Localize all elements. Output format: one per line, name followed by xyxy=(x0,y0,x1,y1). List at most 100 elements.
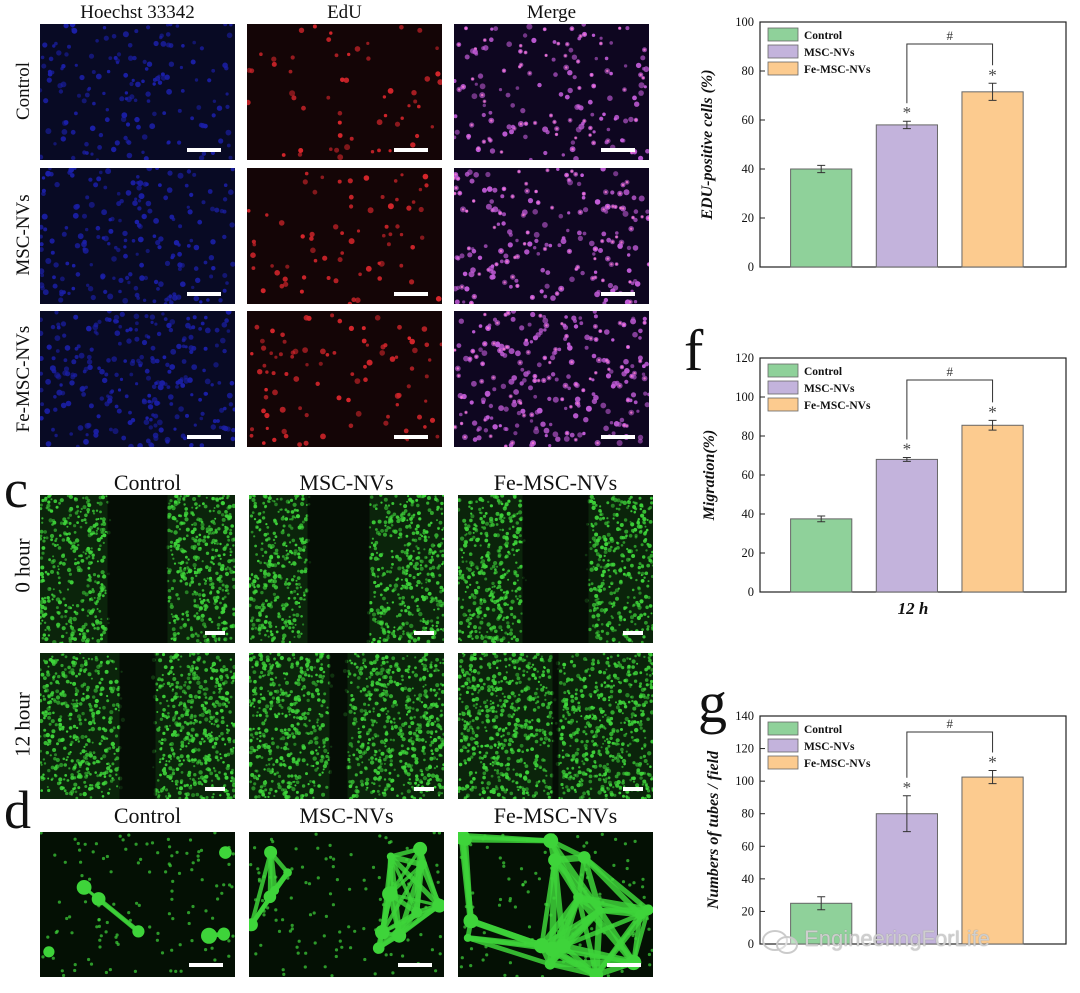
y-axis-label: Numbers of tubes / field xyxy=(705,750,722,910)
header-c-control: Control xyxy=(40,470,255,496)
legend-label: Fe-MSC-NVs xyxy=(804,400,871,412)
scale-bar xyxy=(187,292,221,296)
scale-bar xyxy=(623,787,643,791)
legend-swatch xyxy=(768,364,798,377)
y-tick-label: 80 xyxy=(742,807,755,821)
legend-swatch xyxy=(768,45,798,58)
tube-panel xyxy=(40,832,235,977)
scratch-panel xyxy=(40,653,235,799)
watermark-text: EngineeringForLife xyxy=(804,926,990,951)
y-tick-label: 20 xyxy=(742,546,755,560)
scratch-panel xyxy=(458,495,653,643)
y-tick-label: 20 xyxy=(742,211,755,225)
legend-swatch xyxy=(768,28,798,41)
fluor-panel xyxy=(40,311,235,447)
scale-bar xyxy=(607,963,641,967)
legend-label: Control xyxy=(804,366,842,378)
wechat-icon xyxy=(762,928,798,952)
scratch-panel xyxy=(249,653,444,799)
y-axis-label: Migration(%) xyxy=(701,430,718,522)
legend-swatch xyxy=(768,62,798,75)
header-d-control: Control xyxy=(40,803,255,829)
y-tick-label: 100 xyxy=(735,15,754,29)
y-tick-label: 120 xyxy=(735,742,754,756)
legend-label: MSC-NVs xyxy=(804,741,855,753)
bracket-symbol: # xyxy=(946,716,953,731)
row-label-fe: Fe-MSC-NVs xyxy=(13,319,35,439)
bar-control xyxy=(791,169,852,267)
legend-label: MSC-NVs xyxy=(804,383,855,395)
bar-fe xyxy=(962,92,1023,267)
fluor-panel xyxy=(247,311,442,447)
legend-label: Fe-MSC-NVs xyxy=(804,758,871,770)
bar-fe xyxy=(962,777,1023,944)
significance-star: * xyxy=(903,439,912,458)
y-tick-label: 60 xyxy=(742,468,755,482)
chart-letter: f xyxy=(684,322,704,383)
header-d-msc: MSC-NVs xyxy=(249,803,444,829)
header-hoechst: Hoechst 33342 xyxy=(40,2,235,24)
scale-bar xyxy=(205,631,225,635)
y-tick-label: 100 xyxy=(735,774,754,788)
legend-label: Control xyxy=(804,30,842,42)
row-label-control: Control xyxy=(13,46,35,136)
legend-label: MSC-NVs xyxy=(804,47,855,59)
header-merge: Merge xyxy=(454,2,649,24)
panel-letter-d: d xyxy=(4,783,31,837)
fluor-panel xyxy=(247,168,442,304)
y-tick-label: 0 xyxy=(748,937,754,951)
scale-bar xyxy=(414,631,434,635)
scratch-panel xyxy=(458,653,653,799)
scale-bar xyxy=(394,292,428,296)
legend-swatch xyxy=(768,739,798,752)
fluor-panel xyxy=(454,168,649,304)
scale-bar xyxy=(394,148,428,152)
y-tick-label: 20 xyxy=(742,904,755,918)
panel-letter-c: c xyxy=(4,462,28,516)
scale-bar xyxy=(601,292,635,296)
row-label-12hour: 12 hour xyxy=(11,680,36,770)
scale-bar xyxy=(398,963,432,967)
tube-panel xyxy=(249,832,444,977)
comparison-bracket xyxy=(907,732,993,778)
significance-star: * xyxy=(903,103,912,122)
y-tick-label: 40 xyxy=(742,162,755,176)
bar-msc xyxy=(876,459,937,592)
significance-star: * xyxy=(903,778,912,797)
header-c-fe: Fe-MSC-NVs xyxy=(458,470,653,496)
significance-star: * xyxy=(988,402,997,421)
scale-bar xyxy=(601,148,635,152)
legend-swatch xyxy=(768,756,798,769)
fluor-panel xyxy=(247,24,442,160)
y-tick-label: 140 xyxy=(735,709,754,723)
scratch-panel xyxy=(40,495,235,643)
scale-bar xyxy=(189,963,223,967)
significance-star: * xyxy=(988,753,997,772)
y-tick-label: 80 xyxy=(742,429,755,443)
bracket-symbol: # xyxy=(946,364,953,379)
scale-bar xyxy=(187,435,221,439)
scale-bar xyxy=(601,435,635,439)
header-d-fe: Fe-MSC-NVs xyxy=(458,803,653,829)
legend-swatch xyxy=(768,722,798,735)
row-label-msc: MSC-NVs xyxy=(13,190,35,280)
y-tick-label: 40 xyxy=(742,872,755,886)
y-tick-label: 100 xyxy=(735,390,754,404)
y-axis-label: EDU-positive cells (%) xyxy=(699,69,716,220)
scale-bar xyxy=(414,787,434,791)
y-tick-label: 0 xyxy=(748,260,754,274)
row-label-0hour: 0 hour xyxy=(11,521,36,611)
legend-swatch xyxy=(768,398,798,411)
watermark: EngineeringForLife xyxy=(762,926,990,952)
y-tick-label: 0 xyxy=(748,585,754,599)
bar-msc xyxy=(876,125,937,267)
fluor-panel xyxy=(40,168,235,304)
fluor-panel xyxy=(454,311,649,447)
scale-bar xyxy=(205,787,225,791)
fluor-panel xyxy=(40,24,235,160)
legend-label: Control xyxy=(804,724,842,736)
